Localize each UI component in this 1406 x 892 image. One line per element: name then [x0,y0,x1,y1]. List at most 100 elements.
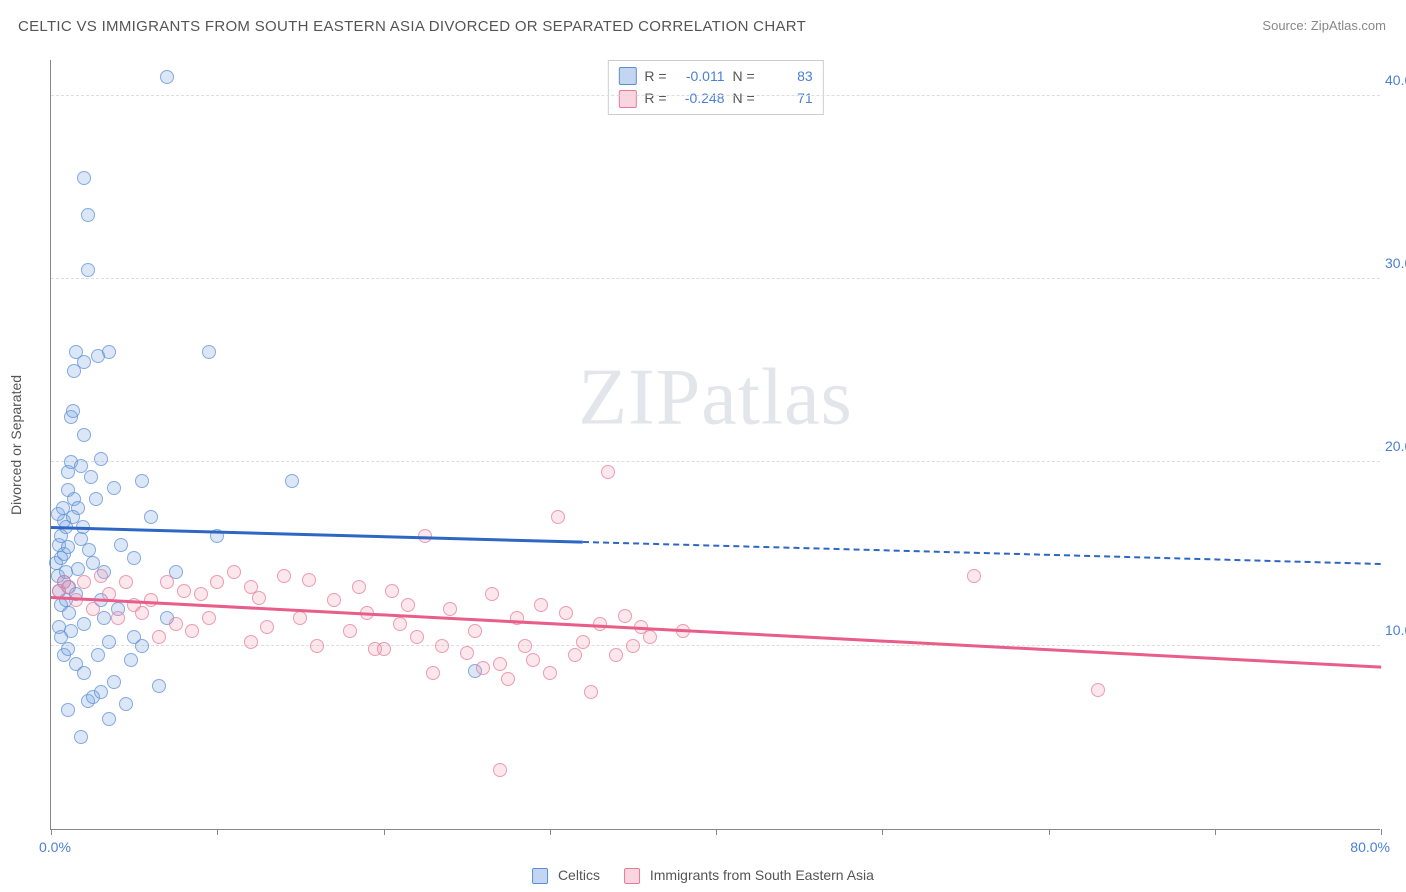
data-point [534,598,548,612]
r-label: R = [644,65,666,87]
x-tick-mark [51,829,52,835]
x-tick-mark [716,829,717,835]
trend-line [51,526,583,543]
data-point [97,611,111,625]
swatch-icon [618,90,636,108]
data-point [160,575,174,589]
data-point [202,611,216,625]
data-point [135,606,149,620]
data-point [260,620,274,634]
data-point [501,672,515,686]
data-point [102,712,116,726]
legend-label: Immigrants from South Eastern Asia [650,867,874,883]
data-point [89,492,103,506]
data-point [368,642,382,656]
data-point [169,617,183,631]
data-point [343,624,357,638]
gridline [51,95,1380,96]
data-point [77,355,91,369]
data-point [1091,683,1105,697]
data-point [568,648,582,662]
data-point [177,584,191,598]
n-value: 83 [763,65,813,87]
data-point [967,569,981,583]
x-axis-min-label: 0.0% [39,839,71,855]
data-point [91,648,105,662]
swatch-icon [618,67,636,85]
data-point [119,697,133,711]
legend-label: Celtics [558,867,600,883]
trend-line [51,596,1381,668]
r-value: -0.248 [675,87,725,109]
swatch-icon [532,868,548,884]
data-point [460,646,474,660]
data-point [352,580,366,594]
legend-row-celtics: R = -0.011 N = 83 [618,65,812,87]
data-point [64,624,78,638]
data-point [393,617,407,631]
data-point [476,661,490,675]
data-point [77,428,91,442]
data-point [74,730,88,744]
x-axis-max-label: 80.0% [1350,839,1390,855]
data-point [94,685,108,699]
chart-title: CELTIC VS IMMIGRANTS FROM SOUTH EASTERN … [18,18,806,35]
data-point [77,666,91,680]
data-point [185,624,199,638]
data-point [285,474,299,488]
data-point [543,666,557,680]
data-point [194,587,208,601]
data-point [310,639,324,653]
data-point [61,642,75,656]
x-tick-mark [882,829,883,835]
data-point [618,609,632,623]
data-point [127,630,141,644]
data-point [626,639,640,653]
legend-row-immigrants: R = -0.248 N = 71 [618,87,812,109]
data-point [119,575,133,589]
data-point [77,171,91,185]
data-point [302,573,316,587]
legend-item-celtics: Celtics [532,867,600,884]
data-point [94,452,108,466]
y-tick-label: 20.0% [1385,438,1406,454]
data-point [81,263,95,277]
data-point [77,575,91,589]
data-point [518,639,532,653]
data-point [77,617,91,631]
x-tick-mark [550,829,551,835]
data-point [107,481,121,495]
data-point [124,653,138,667]
source-link[interactable]: ZipAtlas.com [1311,18,1386,33]
gridline [51,461,1380,462]
data-point [114,538,128,552]
data-point [152,630,166,644]
data-point [327,593,341,607]
data-point [86,602,100,616]
x-tick-mark [1049,829,1050,835]
data-point [493,657,507,671]
data-point [252,591,266,605]
data-point [62,606,76,620]
legend-item-immigrants: Immigrants from South Eastern Asia [624,867,874,884]
data-point [643,630,657,644]
data-point [609,648,623,662]
gridline [51,278,1380,279]
data-point [202,345,216,359]
data-point [401,598,415,612]
data-point [435,639,449,653]
data-point [84,470,98,484]
n-label: N = [733,65,755,87]
source-label: Source: [1262,18,1307,33]
data-point [244,635,258,649]
data-point [227,565,241,579]
series-legend: Celtics Immigrants from South Eastern As… [532,867,874,884]
swatch-icon [624,868,640,884]
trend-line [583,541,1381,565]
data-point [102,635,116,649]
data-point [559,606,573,620]
data-point [102,345,116,359]
data-point [152,679,166,693]
data-point [135,474,149,488]
x-tick-mark [217,829,218,835]
